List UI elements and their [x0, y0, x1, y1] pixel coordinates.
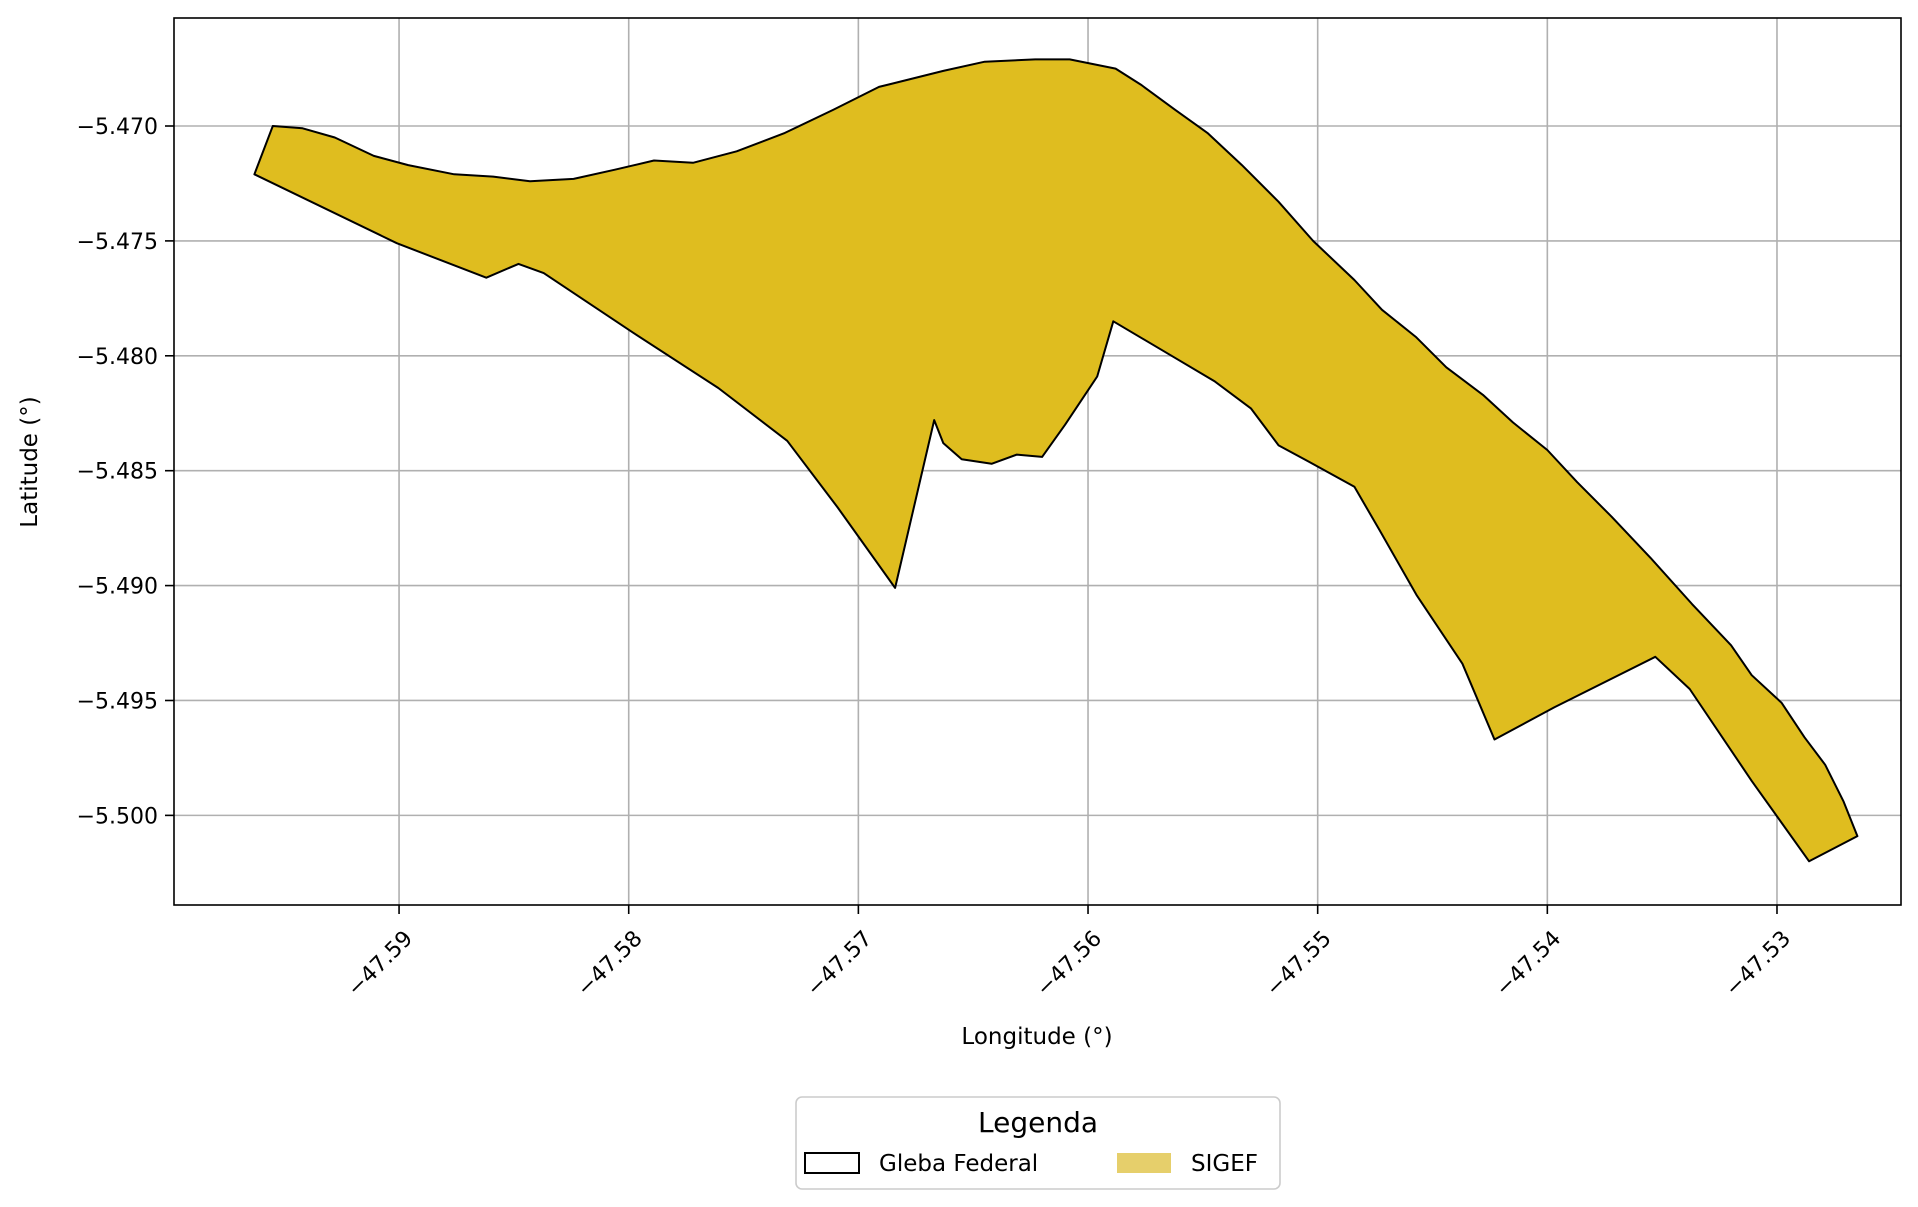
- gleba-federal-polygon: [253, 58, 1859, 863]
- y-tick-label: −5.495: [77, 689, 158, 714]
- y-tick-label: −5.470: [77, 115, 158, 140]
- y-tick-label: −5.490: [77, 575, 158, 600]
- legend-label-gleba-federal: Gleba Federal: [879, 1151, 1038, 1177]
- y-tick-label: −5.475: [77, 230, 158, 255]
- axes-frame: [173, 17, 1902, 906]
- y-tick-label: −5.500: [77, 804, 158, 829]
- legend-title: Legenda: [978, 1106, 1098, 1139]
- legend: Legenda Gleba Federal SIGEF: [795, 1096, 1281, 1190]
- legend-swatch-gleba-federal: [804, 1152, 860, 1174]
- y-axis-label: Latitude (°): [17, 396, 43, 527]
- y-tick-label: −5.485: [77, 460, 158, 485]
- x-axis-label: Longitude (°): [961, 1024, 1112, 1050]
- y-tick-label: −5.480: [77, 345, 158, 370]
- legend-label-sigef: SIGEF: [1191, 1151, 1258, 1177]
- polygon-layer: [253, 58, 1859, 863]
- legend-swatch-sigef: [1117, 1153, 1171, 1173]
- y-axis-ticks: −5.470 −5.475 −5.480 −5.485 −5.490 −5.495 −5.5…: [77, 115, 174, 829]
